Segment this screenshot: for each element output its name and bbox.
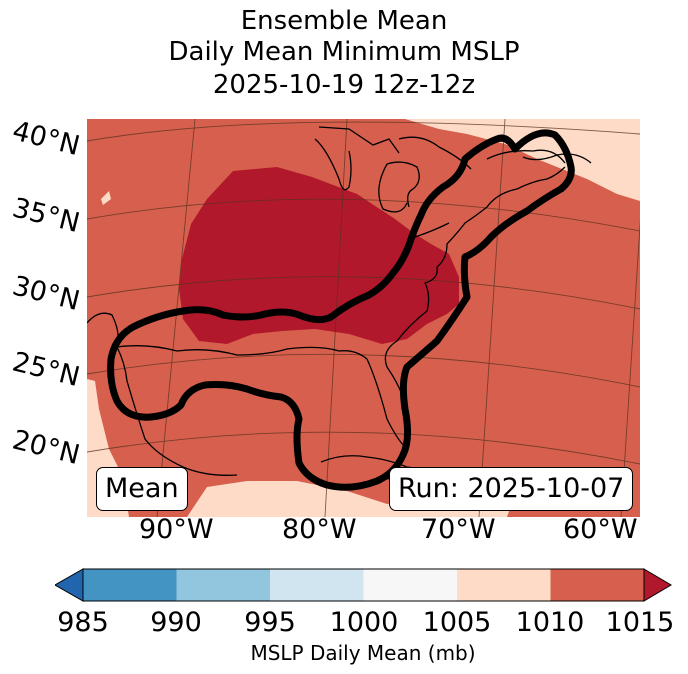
colorbar-extend-high bbox=[643, 568, 672, 602]
lat-label-40: 40°N bbox=[9, 115, 83, 163]
lon-label-90w: 90°W bbox=[139, 514, 214, 545]
colorbar-tick-1010: 1010 bbox=[515, 607, 585, 638]
lon-label-60w: 60°W bbox=[563, 514, 638, 545]
field-1005-1010-islet bbox=[101, 191, 111, 205]
lat-label-30: 30°N bbox=[9, 270, 83, 318]
colorbar-tick-1015: 1015 bbox=[605, 607, 675, 638]
colorbar-bin-990-995 bbox=[176, 569, 270, 601]
lat-label-20: 20°N bbox=[9, 424, 83, 472]
colorbar-extend-low bbox=[55, 568, 84, 602]
colorbar-bin-1005-1010 bbox=[457, 569, 551, 601]
colorbar-tick-1005: 1005 bbox=[422, 607, 492, 638]
colorbar-tick-990: 990 bbox=[150, 607, 202, 638]
title-line-2: Daily Mean Minimum MSLP bbox=[168, 37, 520, 67]
colorbar-tick-995: 995 bbox=[244, 607, 296, 638]
colorbar-bin-995-1000 bbox=[270, 569, 364, 601]
lon-label-70w: 70°W bbox=[421, 514, 496, 545]
title-line-3: 2025-10-19 12z-12z bbox=[212, 70, 476, 100]
colorbar-bin-985-990 bbox=[83, 569, 177, 601]
field-1015-core bbox=[179, 167, 459, 344]
colorbar-frame bbox=[82, 568, 645, 602]
colorbar-bin-1010-1015 bbox=[550, 569, 644, 601]
title-line-1: Ensemble Mean bbox=[240, 6, 448, 36]
colorbar bbox=[55, 568, 672, 602]
ensemble-contour bbox=[107, 129, 575, 491]
lat-label-25: 25°N bbox=[9, 346, 83, 394]
mslp-map bbox=[87, 119, 640, 517]
run-date-box: Run: 2025-10-07 bbox=[389, 467, 634, 511]
colorbar-label: MSLP Daily Mean (mb) bbox=[250, 641, 476, 665]
mean-label-box: Mean bbox=[96, 467, 188, 511]
colorbar-tick-1000: 1000 bbox=[329, 607, 399, 638]
colorbar-bin-1000-1005 bbox=[363, 569, 457, 601]
colorbar-tick-985: 985 bbox=[57, 607, 109, 638]
field-1005-1010-northeast bbox=[405, 119, 640, 201]
lat-label-35: 35°N bbox=[9, 192, 83, 240]
lon-label-80w: 80°W bbox=[282, 514, 357, 545]
